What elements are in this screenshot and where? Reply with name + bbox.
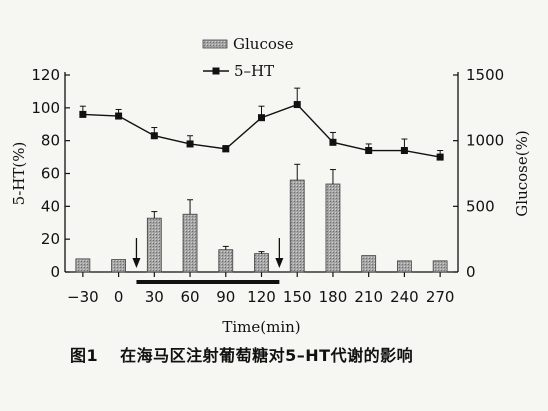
- x-axis-tick-label: 270: [426, 288, 455, 306]
- legend-serotonin-label: 5–HT: [234, 62, 274, 80]
- glucose-bar: [432, 260, 448, 273]
- glucose-bar: [397, 260, 412, 273]
- glucose-bar: [75, 258, 91, 273]
- serotonin-point: [115, 112, 123, 120]
- serotonin-point: [400, 147, 408, 155]
- left-axis-title: 5-HT(%): [10, 142, 28, 206]
- left-axis-tick-label: 0: [50, 263, 60, 281]
- glucose-bar: [361, 255, 377, 273]
- legend-glucose-swatch: [202, 39, 228, 49]
- x-axis-tick-label: 60: [180, 288, 199, 306]
- serotonin-point: [258, 114, 265, 122]
- right-axis-tick-label: 1000: [466, 132, 504, 150]
- x-axis-tick-label: 120: [247, 288, 276, 306]
- chart: 0 20 40 60 80 100 120 0 500 1000 1500 −30 0 30 60 90 120…: [10, 35, 531, 336]
- right-axis-tick-label: 500: [466, 197, 495, 215]
- x-axis-tick-label: 210: [354, 288, 383, 306]
- serotonin-point: [329, 138, 337, 146]
- glucose-bar: [146, 217, 162, 273]
- x-axis-tick-label: 180: [319, 288, 348, 306]
- glucose-bar: [111, 259, 126, 273]
- injection-arrow-head: [132, 258, 141, 268]
- serotonin-point: [186, 140, 194, 148]
- right-axis-tick-label: 0: [466, 263, 476, 281]
- glucose-bar: [218, 249, 234, 273]
- serotonin-point: [222, 145, 230, 153]
- left-axis-tick-label: 60: [41, 165, 60, 183]
- serotonin-point: [79, 110, 87, 118]
- x-axis-tick-label: 90: [216, 288, 235, 306]
- left-axis-tick-label: 40: [41, 197, 60, 215]
- caption-text: 在海马区注射葡萄糖对5–HT代谢的影响: [120, 346, 414, 365]
- serotonin-point: [150, 132, 158, 140]
- x-axis-title: Time(min): [222, 318, 300, 336]
- serotonin-point: [436, 153, 444, 161]
- figure-caption: 图1 在海马区注射葡萄糖对5–HT代谢的影响: [70, 342, 540, 366]
- x-axis-tick-label: 150: [283, 288, 312, 306]
- right-axis-tick-label: 1500: [466, 66, 504, 84]
- left-axis-tick-label: 20: [41, 230, 60, 248]
- serotonin-point: [365, 147, 373, 155]
- legend-glucose-label: Glucose: [233, 35, 294, 53]
- left-axis-tick-label: 80: [41, 132, 60, 150]
- right-axis-title: Glucose(%): [513, 130, 531, 216]
- glucose-bar: [182, 213, 198, 273]
- glucose-bar: [289, 179, 305, 273]
- injection-arrow-head: [275, 258, 284, 268]
- x-axis-tick-label: 0: [114, 288, 124, 306]
- serotonin-point: [293, 101, 301, 109]
- x-axis-tick-label: −30: [67, 288, 99, 306]
- x-axis-tick-label: 30: [145, 288, 164, 306]
- glucose-bar: [325, 183, 341, 273]
- infusion-period-bar: [136, 280, 280, 284]
- x-axis-tick-label: 240: [390, 288, 419, 306]
- glucose-bar: [254, 253, 269, 273]
- legend-serotonin-marker: [212, 67, 220, 75]
- figure-number: 图1: [70, 346, 99, 365]
- left-axis-tick-label: 120: [31, 66, 60, 84]
- left-axis-tick-label: 100: [31, 99, 60, 117]
